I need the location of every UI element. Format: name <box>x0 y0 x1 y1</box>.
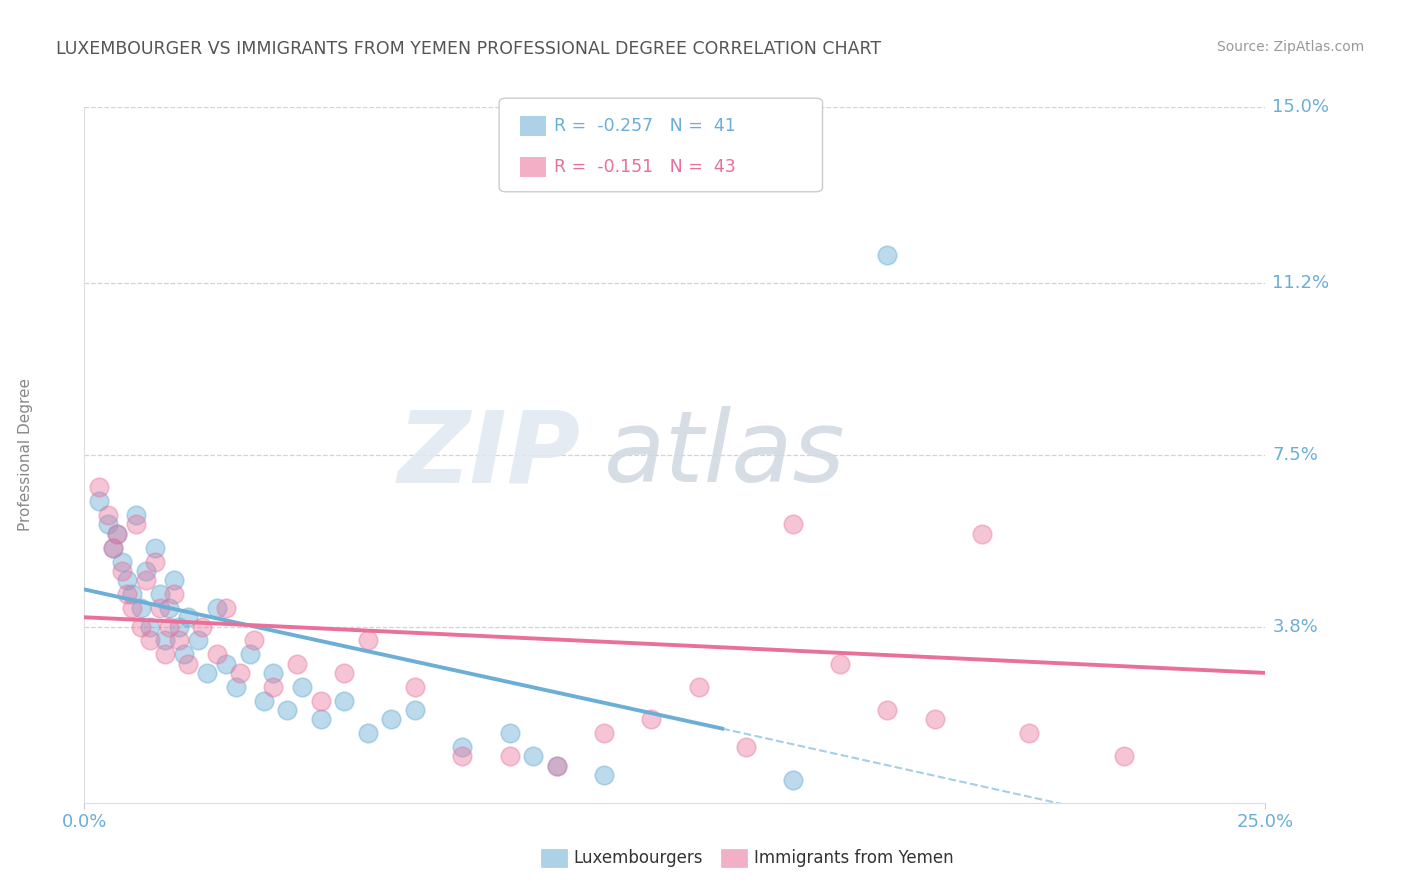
Point <box>239 648 262 662</box>
Text: Immigrants from Yemen: Immigrants from Yemen <box>754 849 953 867</box>
Point <box>451 749 474 764</box>
Text: R =  -0.151   N =  43: R = -0.151 N = 43 <box>554 158 735 176</box>
Point <box>157 619 180 633</box>
Text: LUXEMBOURGER VS IMMIGRANTS FROM YEMEN PROFESSIONAL DEGREE CORRELATION CHART: LUXEMBOURGER VS IMMIGRANTS FROM YEMEN PR… <box>56 40 882 58</box>
Point <box>229 665 252 680</box>
Point <box>121 601 143 615</box>
Point <box>167 633 190 648</box>
Point <box>149 601 172 615</box>
Point <box>139 619 162 633</box>
Point <box>262 680 284 694</box>
Point <box>593 768 616 782</box>
Point <box>135 564 157 578</box>
Point <box>97 508 120 523</box>
Point <box>191 619 214 633</box>
Point <box>782 517 804 532</box>
Point <box>143 541 166 555</box>
Point <box>1112 749 1135 764</box>
Text: 11.2%: 11.2% <box>1272 275 1330 293</box>
Point <box>125 508 148 523</box>
Point <box>111 564 134 578</box>
Text: Luxembourgers: Luxembourgers <box>574 849 703 867</box>
Point <box>782 772 804 787</box>
Point <box>135 573 157 587</box>
Point <box>924 712 946 726</box>
Point <box>404 703 426 717</box>
Text: atlas: atlas <box>605 407 845 503</box>
Point <box>167 619 190 633</box>
Point <box>225 680 247 694</box>
Point <box>195 665 218 680</box>
Text: 7.5%: 7.5% <box>1272 446 1319 464</box>
Point <box>129 619 152 633</box>
Point <box>357 633 380 648</box>
Text: Source: ZipAtlas.com: Source: ZipAtlas.com <box>1216 40 1364 54</box>
Point <box>498 749 520 764</box>
Text: Professional Degree: Professional Degree <box>18 378 32 532</box>
Point <box>163 587 186 601</box>
Point <box>173 648 195 662</box>
Point <box>276 703 298 717</box>
Point <box>115 573 138 587</box>
Point <box>546 758 568 772</box>
Point <box>215 657 238 671</box>
Point <box>125 517 148 532</box>
Point <box>115 587 138 601</box>
Point <box>451 740 474 755</box>
Point <box>262 665 284 680</box>
Point <box>153 648 176 662</box>
Point <box>970 526 993 541</box>
Point <box>333 665 356 680</box>
Text: 3.8%: 3.8% <box>1272 617 1319 635</box>
Point <box>111 555 134 569</box>
Point <box>243 633 266 648</box>
Point <box>215 601 238 615</box>
Point <box>333 694 356 708</box>
Point <box>107 526 129 541</box>
Point <box>593 726 616 740</box>
Point <box>357 726 380 740</box>
Point <box>546 758 568 772</box>
Point <box>688 680 710 694</box>
Point <box>177 610 200 624</box>
Point <box>121 587 143 601</box>
Point <box>205 648 228 662</box>
Point <box>876 248 898 262</box>
Point <box>97 517 120 532</box>
Text: R =  -0.257   N =  41: R = -0.257 N = 41 <box>554 117 735 135</box>
Point <box>177 657 200 671</box>
Point <box>876 703 898 717</box>
Point <box>87 480 110 494</box>
Point <box>830 657 852 671</box>
Point <box>734 740 756 755</box>
Point <box>1018 726 1040 740</box>
Point <box>253 694 276 708</box>
Text: ZIP: ZIP <box>398 407 581 503</box>
Point <box>153 633 176 648</box>
Point <box>129 601 152 615</box>
Point <box>522 749 544 764</box>
Point <box>157 601 180 615</box>
Point <box>285 657 308 671</box>
Point <box>101 541 124 555</box>
Point <box>187 633 209 648</box>
Point <box>404 680 426 694</box>
Point <box>149 587 172 601</box>
Point <box>107 526 129 541</box>
Point <box>143 555 166 569</box>
Point <box>380 712 402 726</box>
Point <box>139 633 162 648</box>
Point <box>309 712 332 726</box>
Point <box>309 694 332 708</box>
Point <box>163 573 186 587</box>
Point <box>205 601 228 615</box>
Point <box>640 712 662 726</box>
Point <box>498 726 520 740</box>
Point <box>101 541 124 555</box>
Point <box>87 494 110 508</box>
Text: 15.0%: 15.0% <box>1272 98 1330 116</box>
Point <box>291 680 314 694</box>
